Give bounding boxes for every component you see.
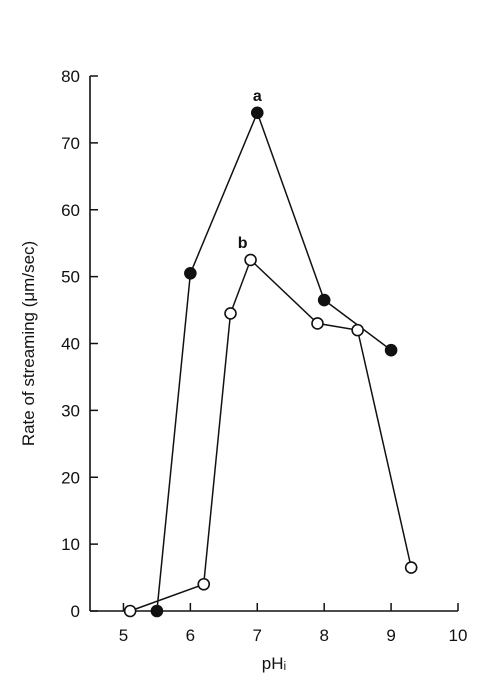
y-tick-label-50: 50: [61, 268, 80, 287]
data-point-a-2: [250, 106, 264, 120]
y-ticks: 0 10 20 30 40 50 60 70 80: [61, 67, 98, 621]
y-axis-title: Rate of streaming (μm/sec): [19, 241, 38, 446]
data-point-a-4: [384, 343, 398, 357]
data-point-b-0: [123, 604, 137, 618]
y-tick-label-0: 0: [71, 602, 80, 621]
x-tick-label-9: 9: [386, 626, 395, 645]
x-tick-label-8: 8: [319, 626, 328, 645]
data-point-a-3: [317, 293, 331, 307]
data-point-b-4: [311, 317, 324, 330]
y-tick-label-80: 80: [61, 67, 80, 86]
data-point-a-1: [184, 266, 197, 280]
y-tick-label-40: 40: [61, 335, 80, 354]
x-tick-label-10: 10: [449, 626, 468, 645]
data-point-b-2: [224, 307, 237, 320]
series-label-a: a: [253, 88, 262, 105]
x-tick-label-7: 7: [253, 626, 262, 645]
y-tick-label-30: 30: [61, 401, 80, 420]
x-tick-label-6: 6: [186, 626, 195, 645]
y-tick-label-10: 10: [61, 535, 80, 554]
series-points: [123, 106, 418, 618]
series-lines: [129, 110, 412, 612]
data-point-b-3: [244, 253, 257, 267]
series-line-a: [156, 110, 392, 612]
series-label-b: b: [238, 235, 248, 252]
x-tick-label-5: 5: [119, 626, 128, 645]
x-axis-title: pHᵢ: [262, 654, 286, 673]
y-tick-label-70: 70: [61, 134, 80, 153]
y-tick-label-20: 20: [61, 468, 80, 487]
series-line-b: [129, 258, 412, 612]
data-point-b-5: [351, 323, 364, 337]
x-ticks: 5 6 7 8 9 10: [119, 603, 468, 645]
series-labels: ab: [238, 88, 262, 252]
y-tick-label-60: 60: [61, 201, 80, 220]
data-point-b-1: [197, 577, 211, 591]
data-point-b-6: [404, 561, 418, 574]
data-point-a-0: [150, 604, 164, 618]
